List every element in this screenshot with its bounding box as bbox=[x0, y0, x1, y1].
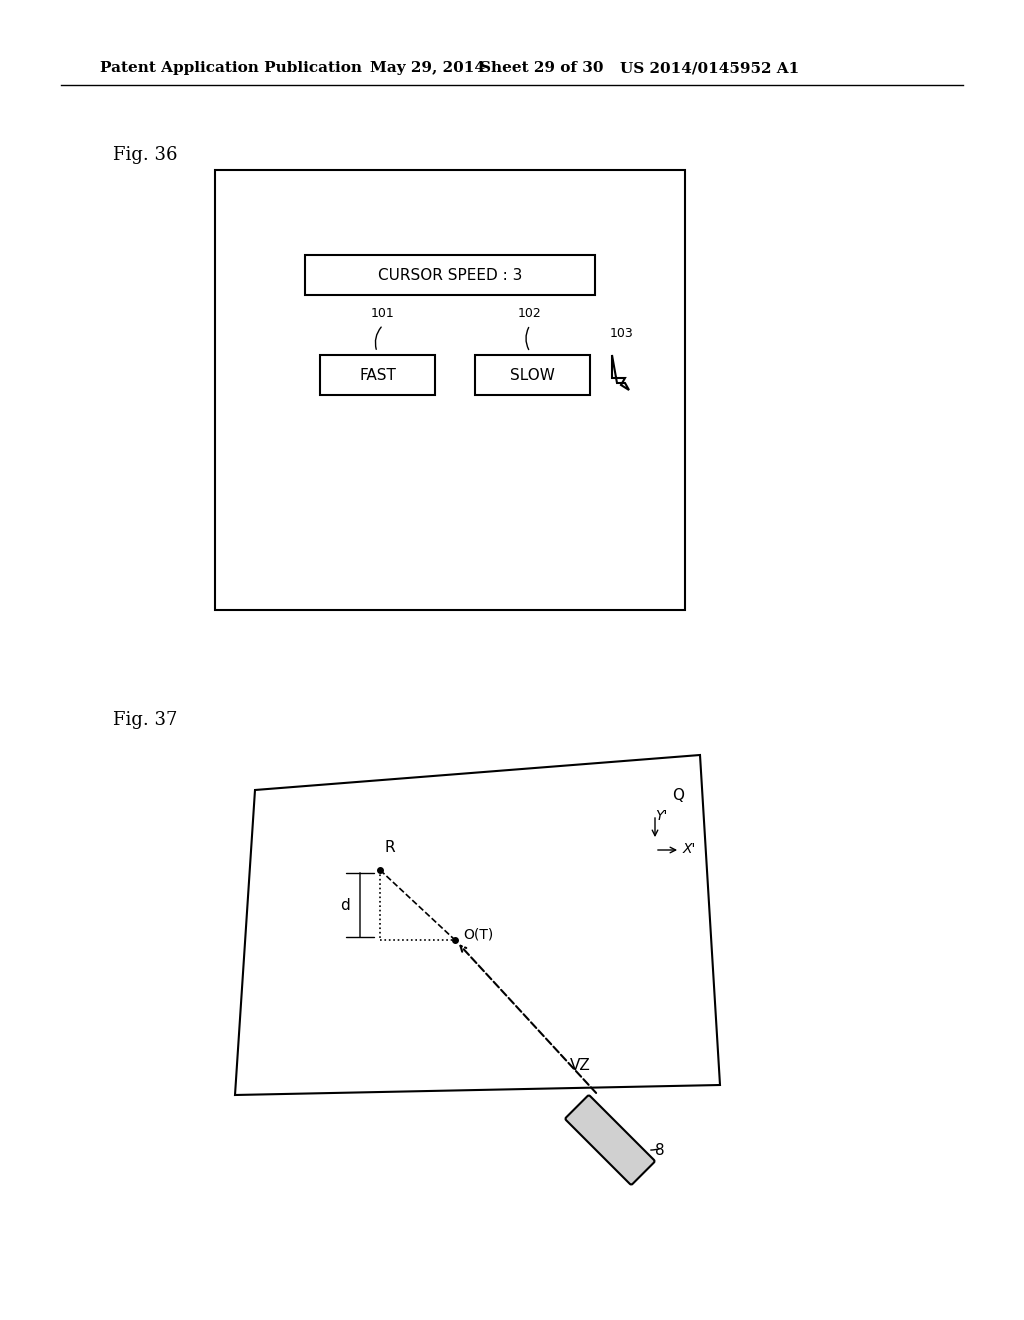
Text: O(T): O(T) bbox=[463, 927, 494, 941]
Text: SLOW: SLOW bbox=[510, 367, 555, 383]
Text: 103: 103 bbox=[610, 327, 634, 341]
Text: Y': Y' bbox=[655, 809, 668, 822]
Text: FAST: FAST bbox=[359, 367, 396, 383]
Text: d: d bbox=[340, 898, 350, 913]
Text: Patent Application Publication: Patent Application Publication bbox=[100, 61, 362, 75]
Text: Fig. 37: Fig. 37 bbox=[113, 711, 177, 729]
Text: Fig. 36: Fig. 36 bbox=[113, 147, 177, 164]
Text: 102: 102 bbox=[518, 308, 542, 319]
Text: US 2014/0145952 A1: US 2014/0145952 A1 bbox=[620, 61, 800, 75]
Bar bbox=[475, 355, 590, 395]
Text: 8: 8 bbox=[655, 1143, 665, 1158]
Bar bbox=[305, 255, 595, 294]
Text: 101: 101 bbox=[371, 308, 395, 319]
Polygon shape bbox=[612, 355, 629, 389]
Text: Q: Q bbox=[672, 788, 684, 803]
Text: Sheet 29 of 30: Sheet 29 of 30 bbox=[480, 61, 603, 75]
Text: VZ: VZ bbox=[570, 1059, 591, 1073]
Text: CURSOR SPEED : 3: CURSOR SPEED : 3 bbox=[378, 268, 522, 282]
Bar bbox=[319, 355, 435, 395]
Text: R: R bbox=[385, 840, 395, 855]
Text: X': X' bbox=[683, 842, 696, 855]
FancyBboxPatch shape bbox=[565, 1096, 654, 1184]
Bar bbox=[215, 170, 685, 610]
Text: May 29, 2014: May 29, 2014 bbox=[370, 61, 485, 75]
